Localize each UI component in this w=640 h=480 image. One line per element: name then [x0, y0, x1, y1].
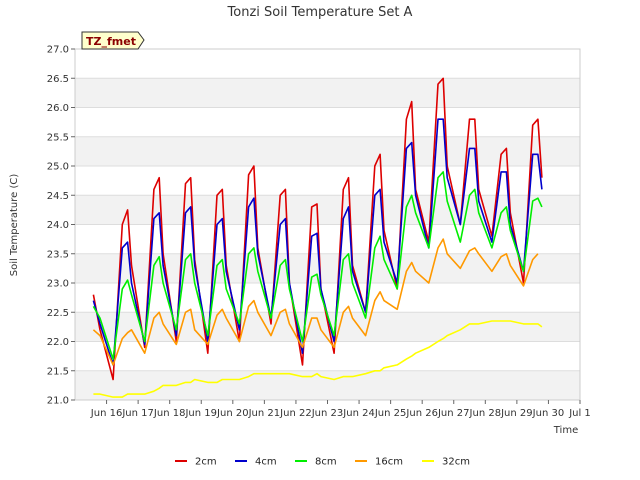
x-tick-label: Jun 20 — [216, 408, 249, 419]
legend-label-4cm: 4cm — [255, 457, 277, 468]
x-tick-label: Jun 26 — [405, 408, 438, 419]
series-line-4cm — [92, 118, 543, 366]
y-tick-label: 22.0 — [47, 337, 69, 348]
y-tick-label: 24.0 — [47, 220, 69, 231]
legend-label-32cm: 32cm — [442, 457, 470, 468]
y-tick-label: 21.0 — [47, 396, 69, 407]
legend-label-2cm: 2cm — [195, 457, 217, 468]
x-tick-label: Jun 24 — [342, 408, 375, 419]
series-lines — [92, 77, 543, 398]
y-tick-label: 26.0 — [47, 103, 69, 114]
x-tick-label: Jun 23 — [311, 408, 344, 419]
y-tick-label: 22.5 — [47, 308, 69, 319]
badge-label: TZ_fmet — [86, 35, 136, 48]
x-tick-label: Jun 25 — [374, 408, 407, 419]
x-tick-label: Jun 28 — [469, 408, 502, 419]
x-tick-label: Jun 17 — [121, 408, 154, 419]
y-tick-label: 25.5 — [47, 132, 69, 143]
x-tick-label: Jul 1 — [568, 408, 591, 419]
y-tick-label: 21.5 — [47, 366, 69, 377]
y-tick-label: 24.5 — [47, 191, 69, 202]
plot-band — [75, 78, 580, 108]
y-tick-label: 23.0 — [47, 279, 69, 290]
plot-band — [75, 370, 580, 400]
series-line-32cm — [93, 320, 543, 398]
badge-box — [81, 31, 145, 50]
x-tick-label: Jun 18 — [153, 408, 186, 419]
x-axis-ticks: Jun 16 Jun 17 Jun 18 Jun 19 Jun 20 Jun 21 Jun … — [90, 400, 591, 419]
y-axis-label: Soil Temperature (C) — [9, 174, 20, 277]
x-tick-label: Jun 29 — [500, 408, 533, 419]
y-tick-label: 26.5 — [47, 74, 69, 85]
legend-label-16cm: 16cm — [375, 457, 403, 468]
x-axis-label: Time — [553, 425, 578, 436]
x-tick-label: Jun 27 — [437, 408, 470, 419]
x-tick-label: Jun 21 — [248, 408, 281, 419]
y-tick-label: 25.0 — [47, 162, 69, 173]
series-line-8cm — [92, 171, 543, 360]
series-line-16cm — [92, 238, 539, 366]
site-badge: TZ_fmet — [81, 31, 145, 50]
x-tick-label: Jun 16 — [90, 408, 123, 419]
x-tick-label: Jun 30 — [532, 408, 565, 419]
legend: 2cm 4cm 8cm 16cm 32cm — [175, 457, 470, 468]
y-tick-label: 23.5 — [47, 249, 69, 260]
x-tick-label: Jun 22 — [279, 408, 312, 419]
y-tick-label: 27.0 — [47, 45, 69, 56]
chart-title: Tonzi Soil Temperature Set A — [227, 5, 413, 20]
y-axis-ticks: 21.0 21.5 22.0 22.5 23.0 23.5 24.0 24.5 25.0 25.5… — [47, 45, 75, 407]
legend-label-8cm: 8cm — [315, 457, 337, 468]
x-tick-label: Jun 19 — [184, 408, 217, 419]
plot-band — [75, 136, 580, 166]
